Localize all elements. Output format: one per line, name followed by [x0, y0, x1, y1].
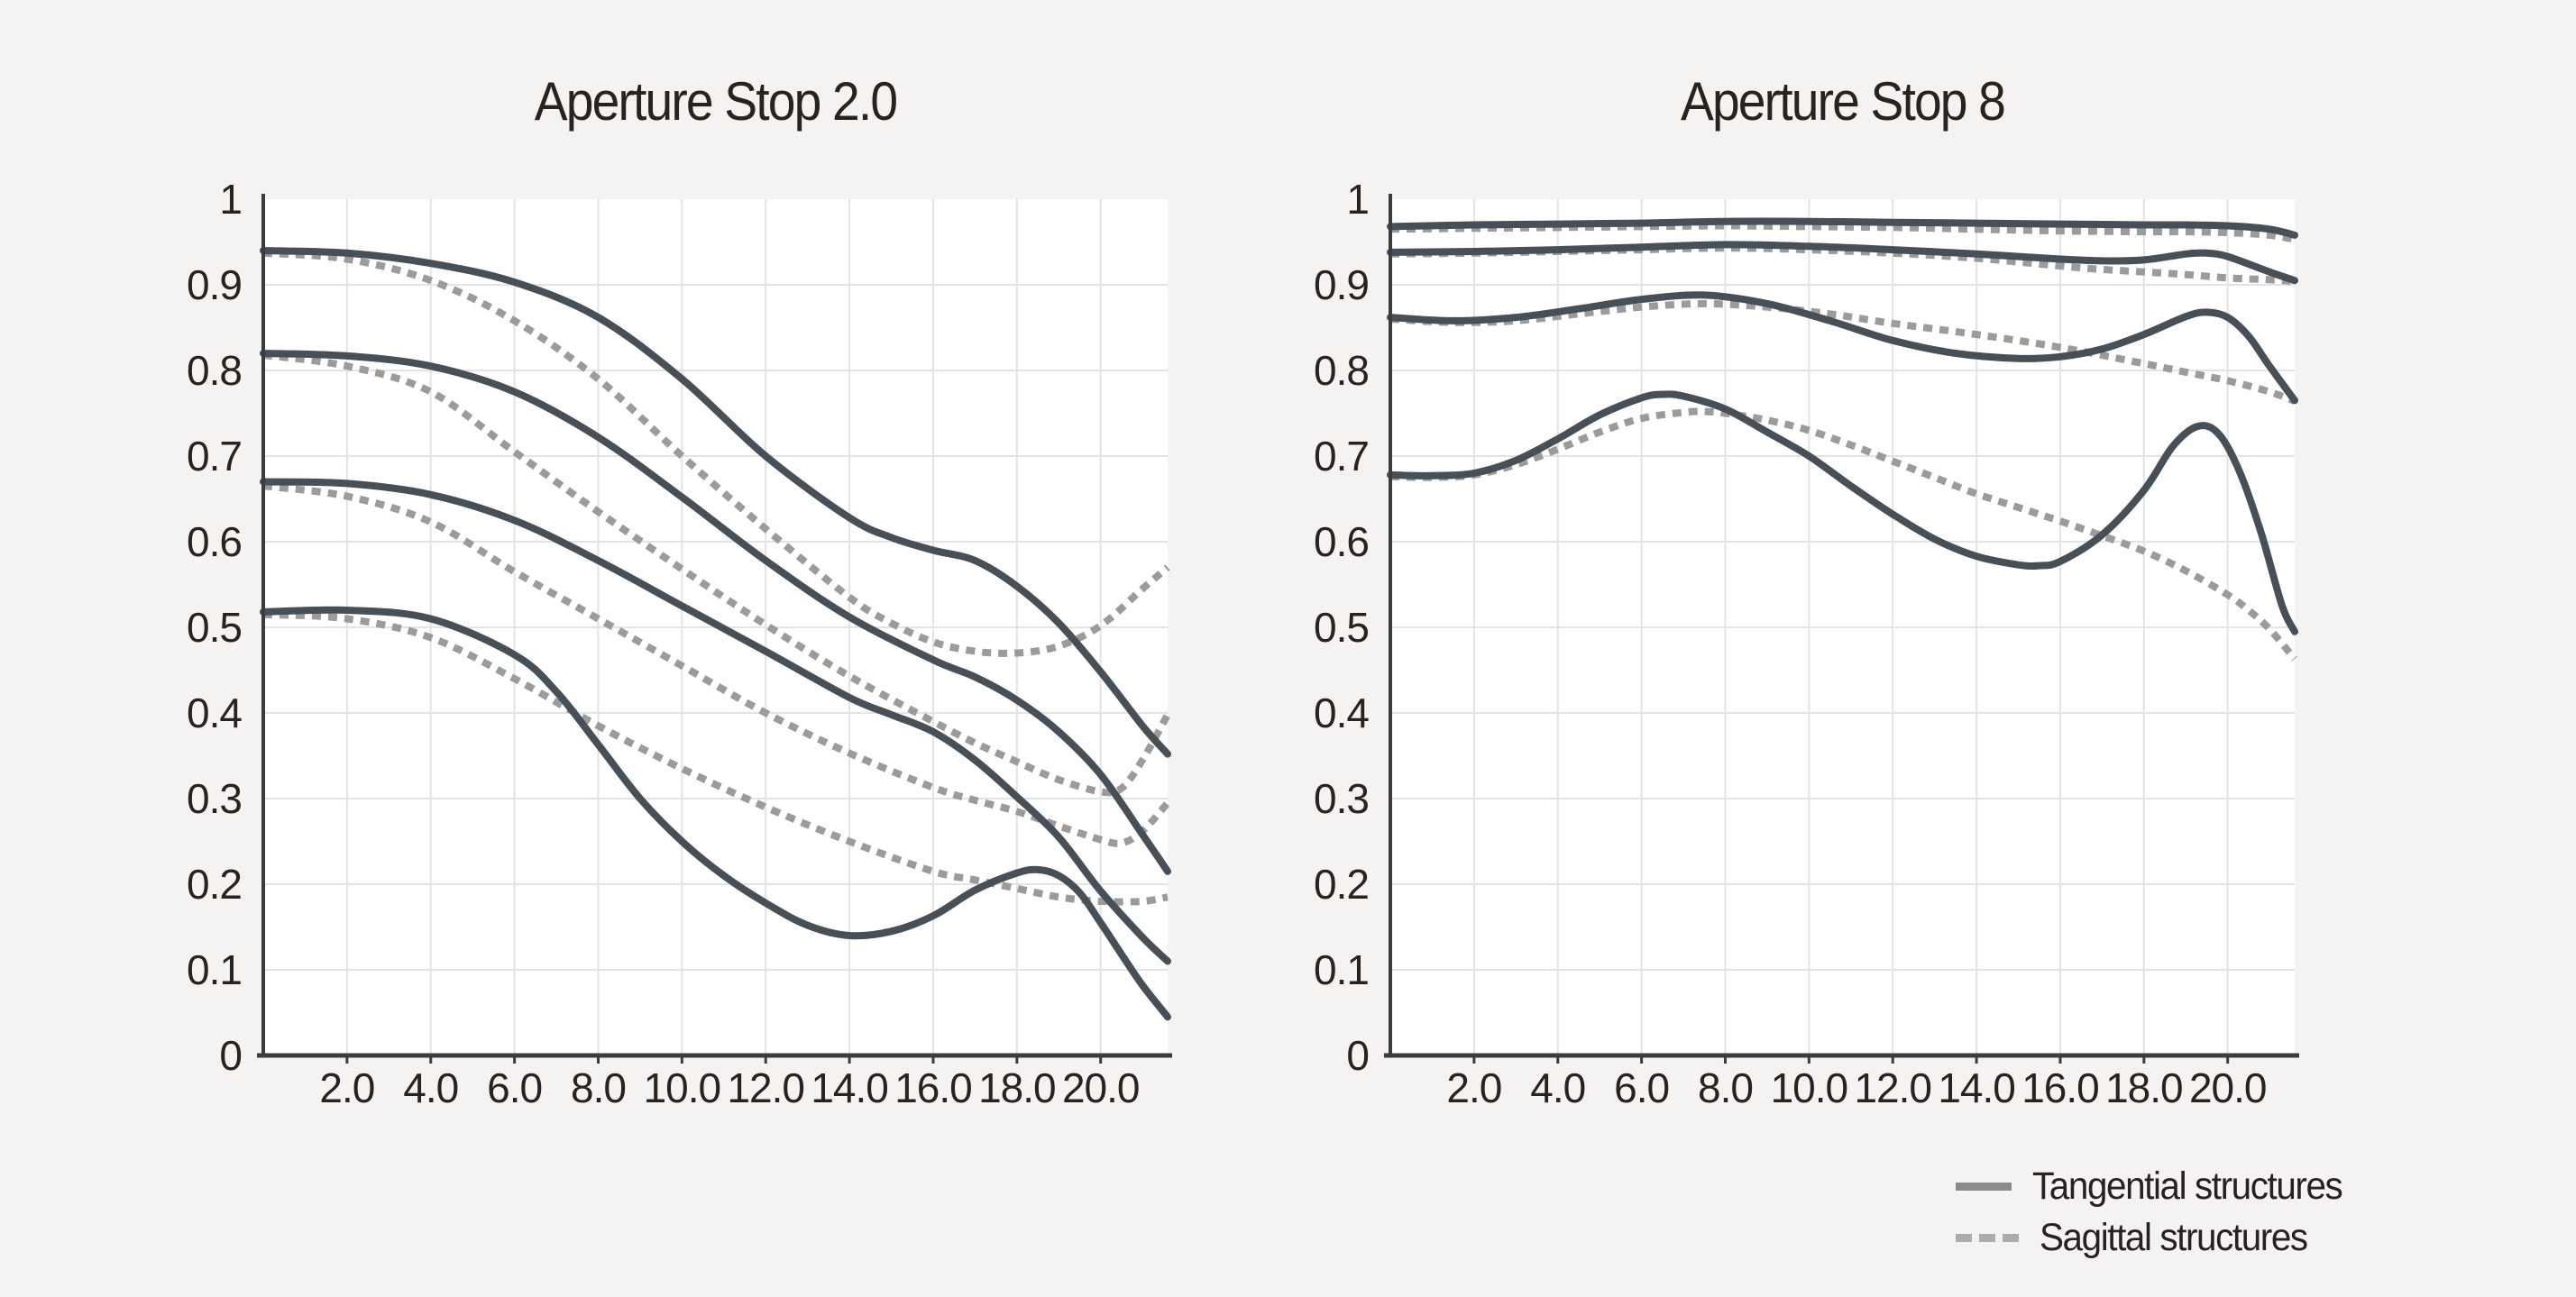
x-tick-label: 18.0: [978, 1064, 1056, 1111]
tangential-curve: [260, 606, 1171, 1021]
y-tick-label: 0: [219, 1032, 242, 1079]
y-tick-label: 0.6: [1314, 518, 1369, 565]
y-tick-label: 0.6: [187, 518, 242, 565]
sagittal-curve: [262, 610, 1169, 906]
x-tick-label: 4.0: [403, 1064, 458, 1111]
tangential-line-swatch: [1956, 1182, 2012, 1191]
sagittal-curve: [262, 482, 1171, 847]
sagittal-curve: [262, 249, 1170, 657]
tangential-curve: [260, 478, 1171, 965]
x-tick-label: 16.0: [894, 1064, 972, 1111]
y-tick-label: 0.2: [1314, 861, 1369, 908]
x-tick-label: 2.0: [1446, 1064, 1501, 1111]
legend-label-tangential: Tangential structures: [2032, 1164, 2343, 1208]
mtf-chart-aperture-2: 00.10.20.30.40.50.60.70.80.912.0 4.0 6.0 8.…: [187, 180, 1172, 1111]
y-tick-label: 0.4: [187, 690, 242, 736]
legend-item-tangential: Tangential structures: [1956, 1165, 2361, 1207]
chart-title-aperture-8: Aperture Stop 8: [1680, 71, 2006, 132]
x-tick-label: 20.0: [2189, 1064, 2267, 1111]
tangential-curve: [1387, 291, 2298, 405]
x-tick-label: 12.0: [1854, 1064, 1931, 1111]
y-tick-label: 1: [219, 180, 242, 223]
x-tick-label: 8.0: [571, 1064, 626, 1111]
y-tick-label: 0.9: [1314, 261, 1369, 308]
y-tick-label: 1: [1346, 180, 1369, 223]
x-tick-label: 4.0: [1530, 1064, 1585, 1111]
tangential-curve: [1387, 217, 2298, 239]
x-tick-label: 6.0: [1614, 1064, 1669, 1111]
legend-label-sagittal: Sagittal structures: [2040, 1215, 2308, 1259]
legend-item-sagittal: Sagittal structures: [1956, 1217, 2361, 1258]
y-tick-label: 0.7: [1314, 433, 1369, 480]
y-tick-label: 0.8: [1314, 347, 1369, 394]
x-tick-label: 8.0: [1698, 1064, 1753, 1111]
x-tick-label: 20.0: [1062, 1064, 1140, 1111]
x-tick-label: 14.0: [1938, 1064, 2015, 1111]
tangential-curve: [260, 350, 1171, 875]
y-tick-label: 0.1: [187, 946, 242, 993]
chart-title-aperture-2: Aperture Stop 2.0: [534, 71, 898, 132]
sagittal-curve: [1389, 244, 2296, 286]
sagittal-line-swatch: [1956, 1233, 2019, 1242]
y-tick-label: 0.5: [1314, 604, 1369, 651]
tangential-curve: [1387, 241, 2298, 285]
y-tick-label: 0.3: [1314, 775, 1369, 822]
tangential-curve: [260, 247, 1171, 758]
y-tick-label: 0.4: [1314, 690, 1369, 736]
y-tick-label: 0: [1346, 1032, 1369, 1079]
x-tick-label: 18.0: [2105, 1064, 2183, 1111]
y-tick-label: 0.2: [187, 861, 242, 908]
x-tick-label: 12.0: [727, 1064, 804, 1111]
x-tick-label: 10.0: [644, 1064, 721, 1111]
y-tick-label: 0.7: [187, 433, 242, 480]
x-tick-label: 2.0: [319, 1064, 374, 1111]
x-tick-label: 6.0: [487, 1064, 542, 1111]
mtf-chart-aperture-8: 00.10.20.30.40.50.60.70.80.912.0 4.0 6.0 8.…: [1314, 180, 2299, 1111]
x-tick-label: 14.0: [811, 1064, 888, 1111]
chart-legend: Tangential structures Sagittal structure…: [1956, 1165, 2361, 1258]
y-tick-label: 0.9: [187, 261, 242, 308]
y-tick-label: 0.1: [1314, 946, 1369, 993]
y-tick-label: 0.8: [187, 347, 242, 394]
x-tick-label: 16.0: [2021, 1064, 2099, 1111]
y-tick-label: 0.5: [187, 604, 242, 651]
sagittal-curve: [1389, 407, 2298, 662]
tangential-curve: [1387, 390, 2298, 635]
x-tick-label: 10.0: [1771, 1064, 1848, 1111]
y-tick-label: 0.3: [187, 775, 242, 822]
